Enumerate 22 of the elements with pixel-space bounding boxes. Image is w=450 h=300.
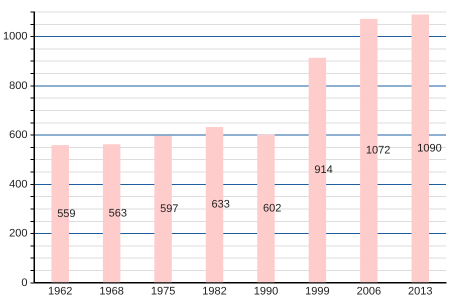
x-tick-label: 2013 [408,285,433,298]
y-tick-label: 600 [9,129,28,142]
data-label: 1072 [366,144,390,157]
x-tick-label: 1999 [305,285,330,298]
data-label: 914 [314,164,333,176]
x-tick-label: 1968 [99,285,124,298]
x-tick-label: 1975 [150,285,176,298]
data-label: 633 [212,198,230,211]
data-label: 602 [262,202,282,214]
y-tick-label: 0 [21,276,28,289]
y-tick-label: 200 [9,228,28,240]
y-tick-label: 400 [9,178,28,190]
x-tick-label: 1982 [202,285,227,298]
x-tick-label: 1990 [254,285,278,298]
y-tick-label: 1000 [2,30,28,43]
y-tick-label: 800 [9,80,28,92]
data-label: 563 [108,207,127,220]
data-label: 597 [160,203,178,216]
x-tick-label: 2006 [356,285,382,298]
x-tick-label: 1962 [48,285,72,298]
data-label: 559 [57,208,76,220]
data-label: 1090 [417,142,442,154]
